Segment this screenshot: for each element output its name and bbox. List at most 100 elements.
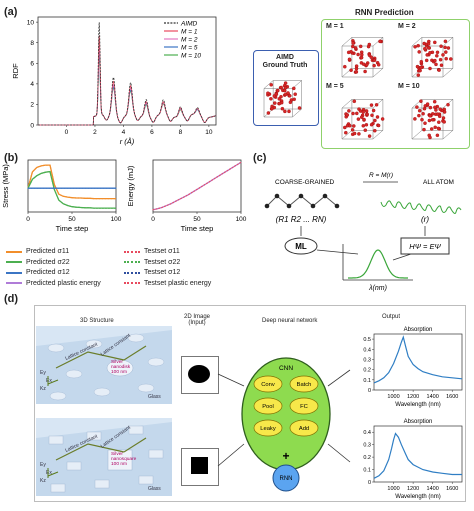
cube-edge	[372, 99, 384, 109]
deep-neural-network: CNN Conv Batch Pool FC Leaky Add + RNN	[217, 357, 351, 492]
chart-title: Absorption	[404, 419, 433, 425]
atom	[364, 109, 369, 113]
panel-label-d: (d)	[4, 293, 19, 305]
atom	[350, 128, 355, 132]
x-axis-label: Wavelength (nm)	[395, 494, 440, 500]
stress-chart: 0 50 100 Time step Stress (MPa)	[1, 159, 122, 233]
atom	[373, 118, 377, 123]
rnn-box-title: RNN Prediction	[355, 8, 414, 17]
atom	[343, 125, 347, 130]
cube-edge	[442, 37, 454, 47]
absorption-line	[373, 335, 463, 384]
col-output: Output	[382, 314, 401, 320]
atom	[432, 99, 437, 104]
atom	[428, 66, 432, 71]
nanoparticle-label: 100 nm	[111, 369, 127, 375]
testset-line	[27, 170, 117, 209]
cnn-node-add	[289, 419, 319, 437]
atom	[293, 92, 297, 96]
x-axis-label: Time step	[181, 224, 214, 233]
atom	[363, 128, 368, 132]
atom	[273, 101, 277, 105]
legend-swatch	[124, 271, 140, 274]
y-axis-label: RDF	[11, 63, 20, 79]
nanoparticle-label: 100 nm	[111, 461, 127, 467]
col-deep-network: Deep neural network	[262, 318, 318, 324]
cube-edge	[341, 99, 353, 109]
atom	[426, 46, 431, 50]
legend-item: Testset σ22	[124, 259, 180, 266]
lattice-path	[123, 345, 147, 361]
atom	[282, 88, 287, 93]
atom	[422, 127, 426, 132]
atom	[279, 85, 283, 90]
legend-label: Testset σ22	[144, 258, 181, 266]
atom	[426, 42, 431, 46]
input-disk-shape	[188, 365, 210, 383]
atom	[375, 115, 380, 119]
absorption-line	[373, 432, 462, 479]
x-tick-label: 1600	[446, 394, 458, 400]
atom	[367, 134, 372, 138]
cnn-node-batch	[289, 375, 319, 393]
atom	[367, 53, 372, 58]
atom	[358, 44, 363, 49]
atom	[446, 102, 450, 107]
atom	[380, 117, 385, 121]
atom	[277, 97, 282, 101]
legend-label: Predicted σ11	[26, 248, 70, 255]
legend-label: M = 5	[181, 44, 198, 51]
panel-label-a: (a)	[4, 6, 18, 18]
panel-label-c: (c)	[253, 152, 267, 164]
nanoparticle	[128, 425, 144, 435]
legend-label: Testset plastic energy	[144, 279, 212, 287]
coarse-grained-label: COARSE-GRAINED	[275, 179, 335, 186]
connector	[327, 369, 351, 387]
x-tick-label: 0	[151, 216, 155, 223]
legend-label: AIMD	[180, 20, 198, 27]
y-tick-label: 10	[27, 19, 35, 26]
atom	[425, 102, 430, 106]
rnn-node	[272, 464, 300, 492]
atom	[428, 135, 432, 140]
cnn-node-label: Batch	[297, 382, 312, 388]
atom	[270, 106, 274, 111]
atom	[374, 103, 379, 107]
atom	[378, 39, 382, 44]
atom	[352, 131, 357, 136]
col-2d-image: 2D Image (Input)	[184, 314, 211, 326]
nanoparticle	[65, 369, 83, 379]
x-tick-label: 6	[150, 129, 154, 136]
x-axis-label: r (Å)	[120, 137, 135, 146]
cube-edge	[372, 68, 384, 78]
atom	[413, 117, 417, 121]
atom	[413, 45, 417, 49]
legend-swatch	[6, 271, 22, 274]
atom	[266, 111, 271, 115]
lattice-path	[55, 351, 125, 369]
atom	[372, 58, 377, 63]
x-tick-label: 2	[93, 129, 97, 136]
atom	[274, 92, 279, 96]
y-tick-label: 0.4	[363, 347, 371, 353]
nanoparticle	[137, 383, 155, 393]
atom	[417, 50, 421, 54]
atom	[358, 109, 363, 113]
legend-label: Predicted plastic energy	[26, 279, 101, 287]
axis-arrow	[47, 471, 59, 477]
aa-vector: (r)	[421, 215, 429, 224]
plot-frame	[37, 16, 217, 126]
atom	[444, 50, 448, 54]
atom	[435, 133, 440, 138]
legend-item: Testset σ12	[124, 269, 180, 276]
atom	[437, 68, 441, 72]
atom	[371, 108, 376, 113]
3d-structure-nanodisk: Lattice constant Lattice constantSilverna…	[36, 326, 172, 404]
cg-bead	[322, 193, 328, 199]
nanoparticle	[94, 479, 110, 489]
testset-line	[27, 164, 117, 200]
cube-edge	[292, 108, 302, 118]
series-line-aimd	[38, 22, 217, 126]
plot-frame	[373, 425, 463, 483]
cg-bead	[298, 193, 304, 199]
